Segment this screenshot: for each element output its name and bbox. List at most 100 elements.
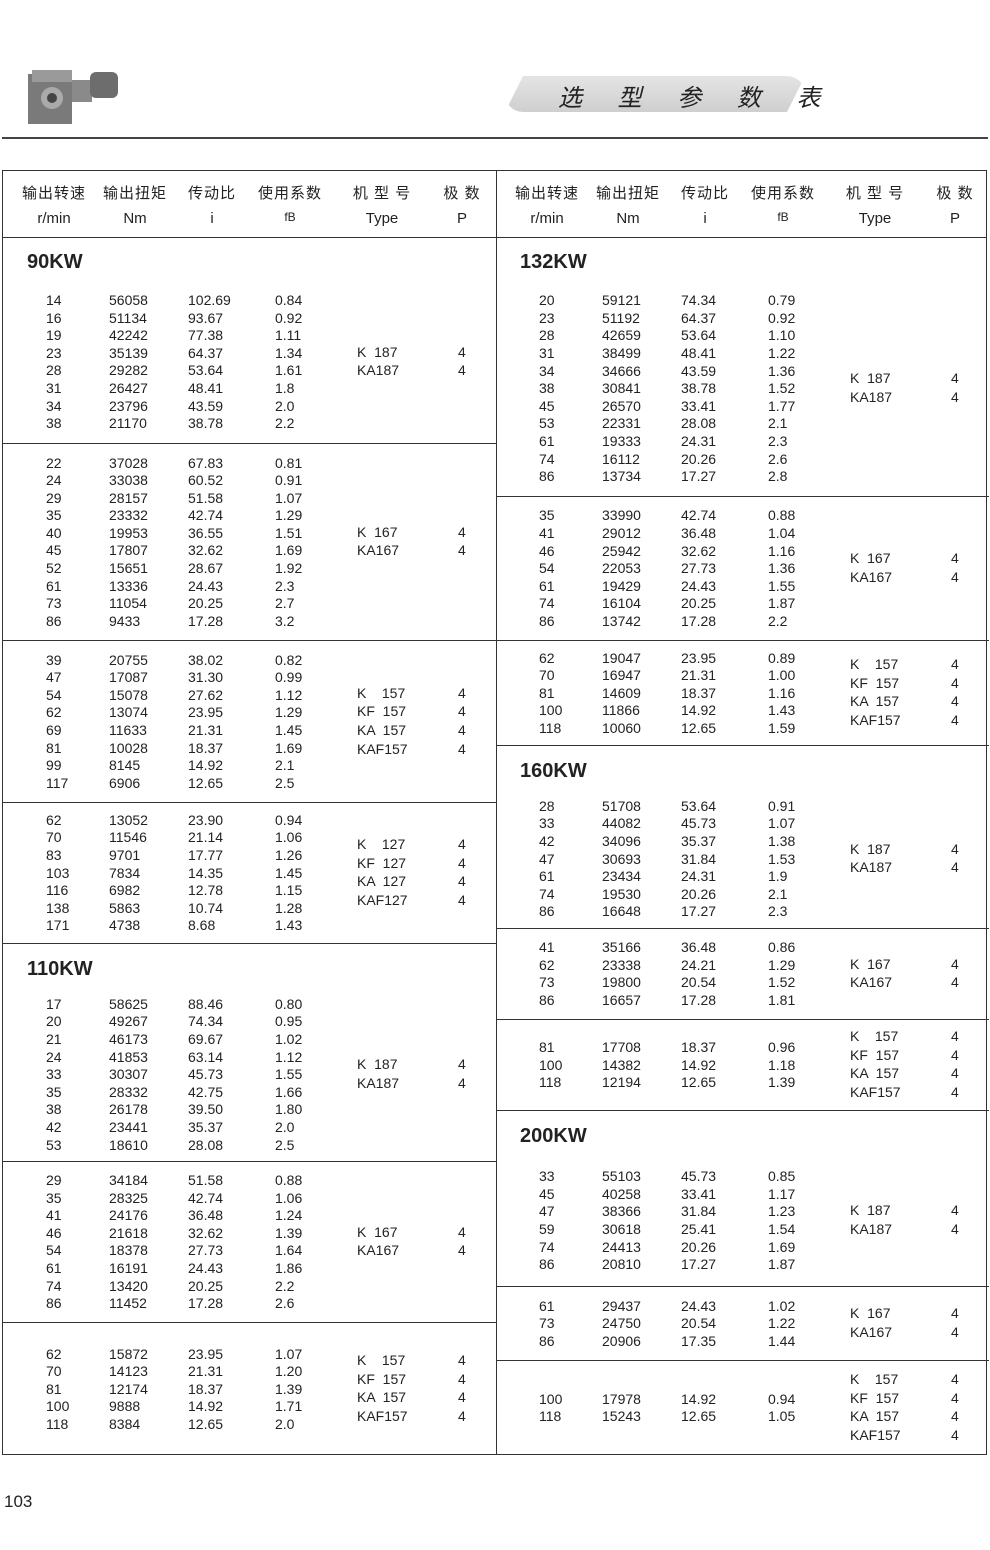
speed-cell: 86 bbox=[539, 1332, 555, 1349]
type-line: KA 157 4 bbox=[3, 1389, 496, 1408]
ratio-cell: 74.34 bbox=[188, 1013, 224, 1030]
header-en: Nm bbox=[616, 210, 640, 227]
table-row: 86 16657 17.28 1.81 bbox=[496, 992, 989, 1010]
gear-motor-image bbox=[28, 70, 118, 124]
model-type: KA167 bbox=[357, 1242, 400, 1259]
service-factor-cell: 1.29 bbox=[275, 507, 303, 524]
poles: 4 bbox=[458, 1370, 466, 1387]
model-type: K 167 bbox=[850, 550, 891, 567]
service-factor-cell: 1.44 bbox=[768, 1332, 796, 1349]
poles: 4 bbox=[951, 550, 959, 567]
table-row: 40 19953 36.55 1.51 bbox=[3, 525, 496, 543]
service-factor-cell: 1.43 bbox=[275, 917, 303, 934]
table-row: 86 16648 17.27 2.3 bbox=[496, 903, 989, 921]
service-factor-cell: 1.81 bbox=[768, 992, 796, 1009]
service-factor-cell: 1.10 bbox=[768, 327, 796, 344]
speed-cell: 16 bbox=[46, 309, 62, 326]
speed-cell: 23 bbox=[539, 309, 555, 326]
column-header: 输出转速 r/min bbox=[502, 171, 592, 227]
data-rows: 62 13052 23.90 0.94 70 11546 21.14 1.06 83 9701 17… bbox=[3, 812, 496, 935]
ratio-cell: 12.65 bbox=[188, 774, 224, 791]
poles: 4 bbox=[458, 892, 466, 909]
ratio-cell: 14.92 bbox=[681, 702, 717, 719]
model-type: K 187 bbox=[357, 1056, 398, 1073]
service-factor-cell: 0.88 bbox=[275, 1172, 303, 1189]
service-factor-cell: 1.34 bbox=[275, 344, 303, 361]
table-row: 74 16104 20.25 1.87 bbox=[496, 595, 989, 613]
poles: 4 bbox=[951, 840, 959, 857]
speed-cell: 81 bbox=[539, 684, 555, 701]
torque-cell: 28157 bbox=[109, 489, 148, 506]
service-factor-cell: 2.0 bbox=[275, 397, 295, 414]
table-row: 20 59121 74.34 0.79 bbox=[496, 292, 989, 310]
poles: 4 bbox=[458, 836, 466, 853]
model-type: K 157 bbox=[850, 1028, 899, 1045]
speed-cell: 35 bbox=[539, 507, 555, 524]
speed-cell: 116 bbox=[46, 882, 69, 899]
page-title: 选 型 参 数 表 bbox=[558, 84, 835, 112]
torque-cell: 14123 bbox=[109, 1363, 148, 1380]
ratio-cell: 23.95 bbox=[188, 704, 224, 721]
speed-cell: 45 bbox=[46, 542, 62, 559]
torque-cell: 56058 bbox=[109, 292, 148, 309]
table-row: 73 24750 20.54 1.22 bbox=[496, 1315, 989, 1333]
service-factor-cell: 1.86 bbox=[275, 1260, 303, 1277]
type-line: KAF157 4 bbox=[3, 741, 496, 760]
torque-cell: 17708 bbox=[602, 1039, 641, 1056]
speed-cell: 61 bbox=[539, 868, 555, 885]
poles: 4 bbox=[458, 854, 466, 871]
type-list: K 167 4 KA167 4 bbox=[496, 1305, 989, 1342]
divider bbox=[2, 137, 988, 139]
torque-cell: 23338 bbox=[602, 956, 641, 973]
speed-cell: 81 bbox=[46, 1380, 62, 1397]
ratio-cell: 67.83 bbox=[188, 454, 224, 471]
speed-cell: 28 bbox=[46, 362, 62, 379]
ratio-cell: 93.67 bbox=[188, 309, 224, 326]
torque-cell: 14382 bbox=[602, 1056, 641, 1073]
ratio-cell: 38.78 bbox=[681, 380, 717, 397]
table-row: 52 15651 28.67 1.92 bbox=[3, 560, 496, 578]
model-type: KAF157 bbox=[357, 740, 408, 757]
service-factor-cell: 0.95 bbox=[275, 1013, 303, 1030]
table-row: 86 20906 17.35 1.44 bbox=[496, 1333, 989, 1351]
table-row: 118 10060 12.65 1.59 bbox=[496, 720, 989, 738]
poles: 4 bbox=[951, 568, 959, 585]
table-row: 100 11866 14.92 1.43 bbox=[496, 702, 989, 720]
service-factor-cell: 2.5 bbox=[275, 1136, 295, 1153]
ratio-cell: 32.62 bbox=[681, 542, 717, 559]
speed-cell: 29 bbox=[46, 489, 62, 506]
torque-cell: 30307 bbox=[109, 1066, 148, 1083]
speed-cell: 81 bbox=[539, 1039, 555, 1056]
model-type: KA167 bbox=[850, 568, 893, 585]
table-row: 100 14382 14.92 1.18 bbox=[496, 1057, 989, 1075]
type-line: KAF127 4 bbox=[3, 892, 496, 911]
table-row: 81 17708 18.37 0.96 bbox=[496, 1039, 989, 1057]
power-rating: 200KW bbox=[520, 1125, 587, 1147]
speed-cell: 21 bbox=[46, 1030, 62, 1047]
table-row: 35 33990 42.74 0.88 bbox=[496, 507, 989, 525]
type-line: KF 157 4 bbox=[3, 703, 496, 722]
type-line: KAF157 4 bbox=[3, 1408, 496, 1427]
table-row: 39 20755 38.02 0.82 bbox=[3, 652, 496, 670]
table-row: 34 34666 43.59 1.36 bbox=[496, 363, 989, 381]
data-rows: 33 55103 45.73 0.85 45 40258 33.41 1.17 47 38366 3… bbox=[496, 1168, 989, 1274]
type-list: K 157 4 KF 157 4 KA 157 4 KAF157 4 bbox=[496, 656, 989, 730]
torque-cell: 37028 bbox=[109, 454, 148, 471]
type-line: K 167 4 bbox=[496, 550, 989, 569]
speed-cell: 81 bbox=[46, 739, 62, 756]
ratio-cell: 20.25 bbox=[188, 1277, 224, 1294]
service-factor-cell: 2.2 bbox=[275, 415, 295, 432]
speed-cell: 100 bbox=[539, 702, 563, 719]
service-factor-cell: 1.28 bbox=[275, 899, 303, 916]
power-rating: 132KW bbox=[520, 251, 587, 273]
poles: 4 bbox=[951, 974, 959, 991]
speed-cell: 86 bbox=[539, 468, 555, 485]
speed-cell: 46 bbox=[46, 1224, 62, 1241]
table-row: 69 11633 21.31 1.45 bbox=[3, 722, 496, 740]
ratio-cell: 24.43 bbox=[188, 577, 224, 594]
table-row: 74 16112 20.26 2.6 bbox=[496, 451, 989, 469]
table-row: 70 16947 21.31 1.00 bbox=[496, 667, 989, 685]
poles: 4 bbox=[951, 1389, 959, 1406]
speed-cell: 70 bbox=[539, 667, 555, 684]
speed-cell: 54 bbox=[46, 686, 62, 703]
